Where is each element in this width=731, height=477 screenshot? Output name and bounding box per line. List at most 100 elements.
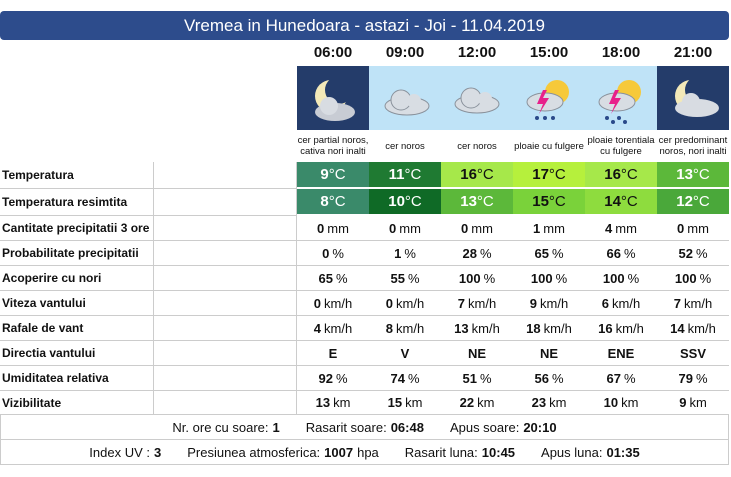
- value-cell: 100%: [585, 266, 657, 291]
- value: 13: [454, 320, 469, 336]
- value: 4: [313, 320, 322, 336]
- value-cell: 56%: [513, 366, 585, 391]
- unit: %: [479, 370, 492, 386]
- value: 79: [678, 370, 693, 386]
- value: 1: [394, 245, 402, 261]
- value: 6: [601, 295, 610, 311]
- value-cell: 13 °C: [441, 189, 513, 216]
- value-cell: ENE: [585, 341, 657, 366]
- unit: %: [551, 245, 564, 261]
- value-cell: 7 km/h: [441, 291, 513, 316]
- spacer: [153, 391, 297, 415]
- unit: mm: [471, 220, 493, 236]
- value-cell: 13 km: [297, 391, 369, 415]
- footer-label: Rasarit soare:: [305, 419, 387, 435]
- footer-item: Rasarit luna: 10:45: [405, 445, 515, 460]
- value: 52: [678, 245, 693, 261]
- value-cell: 22 km: [441, 391, 513, 415]
- hour: 18:00: [601, 44, 641, 61]
- row-label: Vizibilitate: [0, 391, 153, 415]
- spacer: [153, 216, 297, 241]
- value-cell: 0 mm: [657, 216, 729, 241]
- unit: °C: [328, 193, 346, 210]
- description: cer predominant noros, nori inalti: [658, 135, 728, 157]
- value-cell: 4 km/h: [297, 316, 369, 341]
- value-cell: 10 °C: [369, 189, 441, 216]
- footer-value: 01:35: [606, 444, 640, 460]
- value: 9: [320, 166, 329, 183]
- value-cell: 16 °C: [441, 162, 513, 189]
- value: 10: [603, 395, 619, 410]
- value-cell: 100%: [441, 266, 513, 291]
- unit: km/h: [540, 295, 569, 311]
- unit: %: [551, 370, 564, 386]
- unit: °C: [620, 193, 638, 210]
- value: 14: [604, 193, 621, 210]
- unit: °C: [620, 166, 638, 183]
- value-cell: 0 mm: [297, 216, 369, 241]
- value: 51: [462, 370, 477, 386]
- value-cell: 0 mm: [369, 216, 441, 241]
- value: 0: [461, 220, 469, 236]
- value: 56: [534, 370, 549, 386]
- footer-value: 10:45: [481, 444, 516, 460]
- unit: %: [332, 245, 344, 261]
- footer-line: Index UV :3 Presiunea atmosferica: 1007 hpa…: [0, 440, 729, 465]
- value-cell: 52%: [657, 241, 729, 266]
- value: 100: [458, 270, 481, 286]
- value-cell: 100%: [513, 266, 585, 291]
- footer-value: 1: [272, 419, 280, 435]
- value: 100: [602, 270, 625, 286]
- value-cell: 16 °C: [585, 162, 657, 189]
- footer-label: Rasarit luna:: [404, 444, 478, 460]
- value-cell: 10 km: [585, 391, 657, 415]
- value: 9: [529, 295, 538, 311]
- value-cell: 16 km/h: [585, 316, 657, 341]
- hour: 15:00: [529, 44, 569, 61]
- footer-value: 06:48: [390, 419, 424, 435]
- value: 16: [598, 320, 613, 336]
- unit: %: [555, 270, 568, 286]
- unit: km/h: [324, 295, 353, 311]
- value-cell: 12 °C: [657, 189, 729, 216]
- value-cell: 65%: [513, 241, 585, 266]
- footer-item: Index UV :3: [89, 445, 161, 460]
- row-label: Probabilitate precipitatii: [0, 241, 153, 266]
- value: 74: [390, 370, 405, 386]
- value: 14: [670, 320, 685, 336]
- unit: °C: [328, 166, 346, 183]
- value: 18: [526, 320, 541, 336]
- hour: 09:00: [385, 44, 425, 61]
- unit: km: [621, 395, 639, 410]
- unit: mm: [687, 220, 709, 236]
- value-cell: 9 °C: [297, 162, 369, 189]
- description: ploaie torentiala cu fulgere: [587, 135, 655, 157]
- value-cell: 55%: [369, 266, 441, 291]
- value: ENE: [607, 345, 635, 361]
- value: 65: [318, 270, 333, 286]
- value: 13: [460, 193, 477, 210]
- value: 0: [317, 220, 325, 236]
- value-cell: NE: [441, 341, 513, 366]
- value: 15: [387, 395, 403, 410]
- value: 28: [462, 245, 477, 261]
- value-cell: 18 km/h: [513, 316, 585, 341]
- value-cell: 6 km/h: [585, 291, 657, 316]
- footer-label: Nr. ore cu soare:: [172, 419, 269, 435]
- value-cell: 11 °C: [369, 162, 441, 189]
- unit: mm: [615, 220, 637, 236]
- unit: km/h: [684, 295, 713, 311]
- spacer: [153, 189, 297, 216]
- hour: 06:00: [313, 44, 353, 61]
- row-label: Umiditatea relativa: [0, 366, 153, 391]
- unit: %: [483, 270, 496, 286]
- unit: mm: [327, 220, 349, 236]
- value-cell: E: [297, 341, 369, 366]
- unit: %: [695, 370, 708, 386]
- value-cell: 15 °C: [513, 189, 585, 216]
- value-cell: 92%: [297, 366, 369, 391]
- value: V: [400, 345, 410, 361]
- value-cell: 9 km/h: [513, 291, 585, 316]
- unit: %: [479, 245, 492, 261]
- value-cell: 23 km: [513, 391, 585, 415]
